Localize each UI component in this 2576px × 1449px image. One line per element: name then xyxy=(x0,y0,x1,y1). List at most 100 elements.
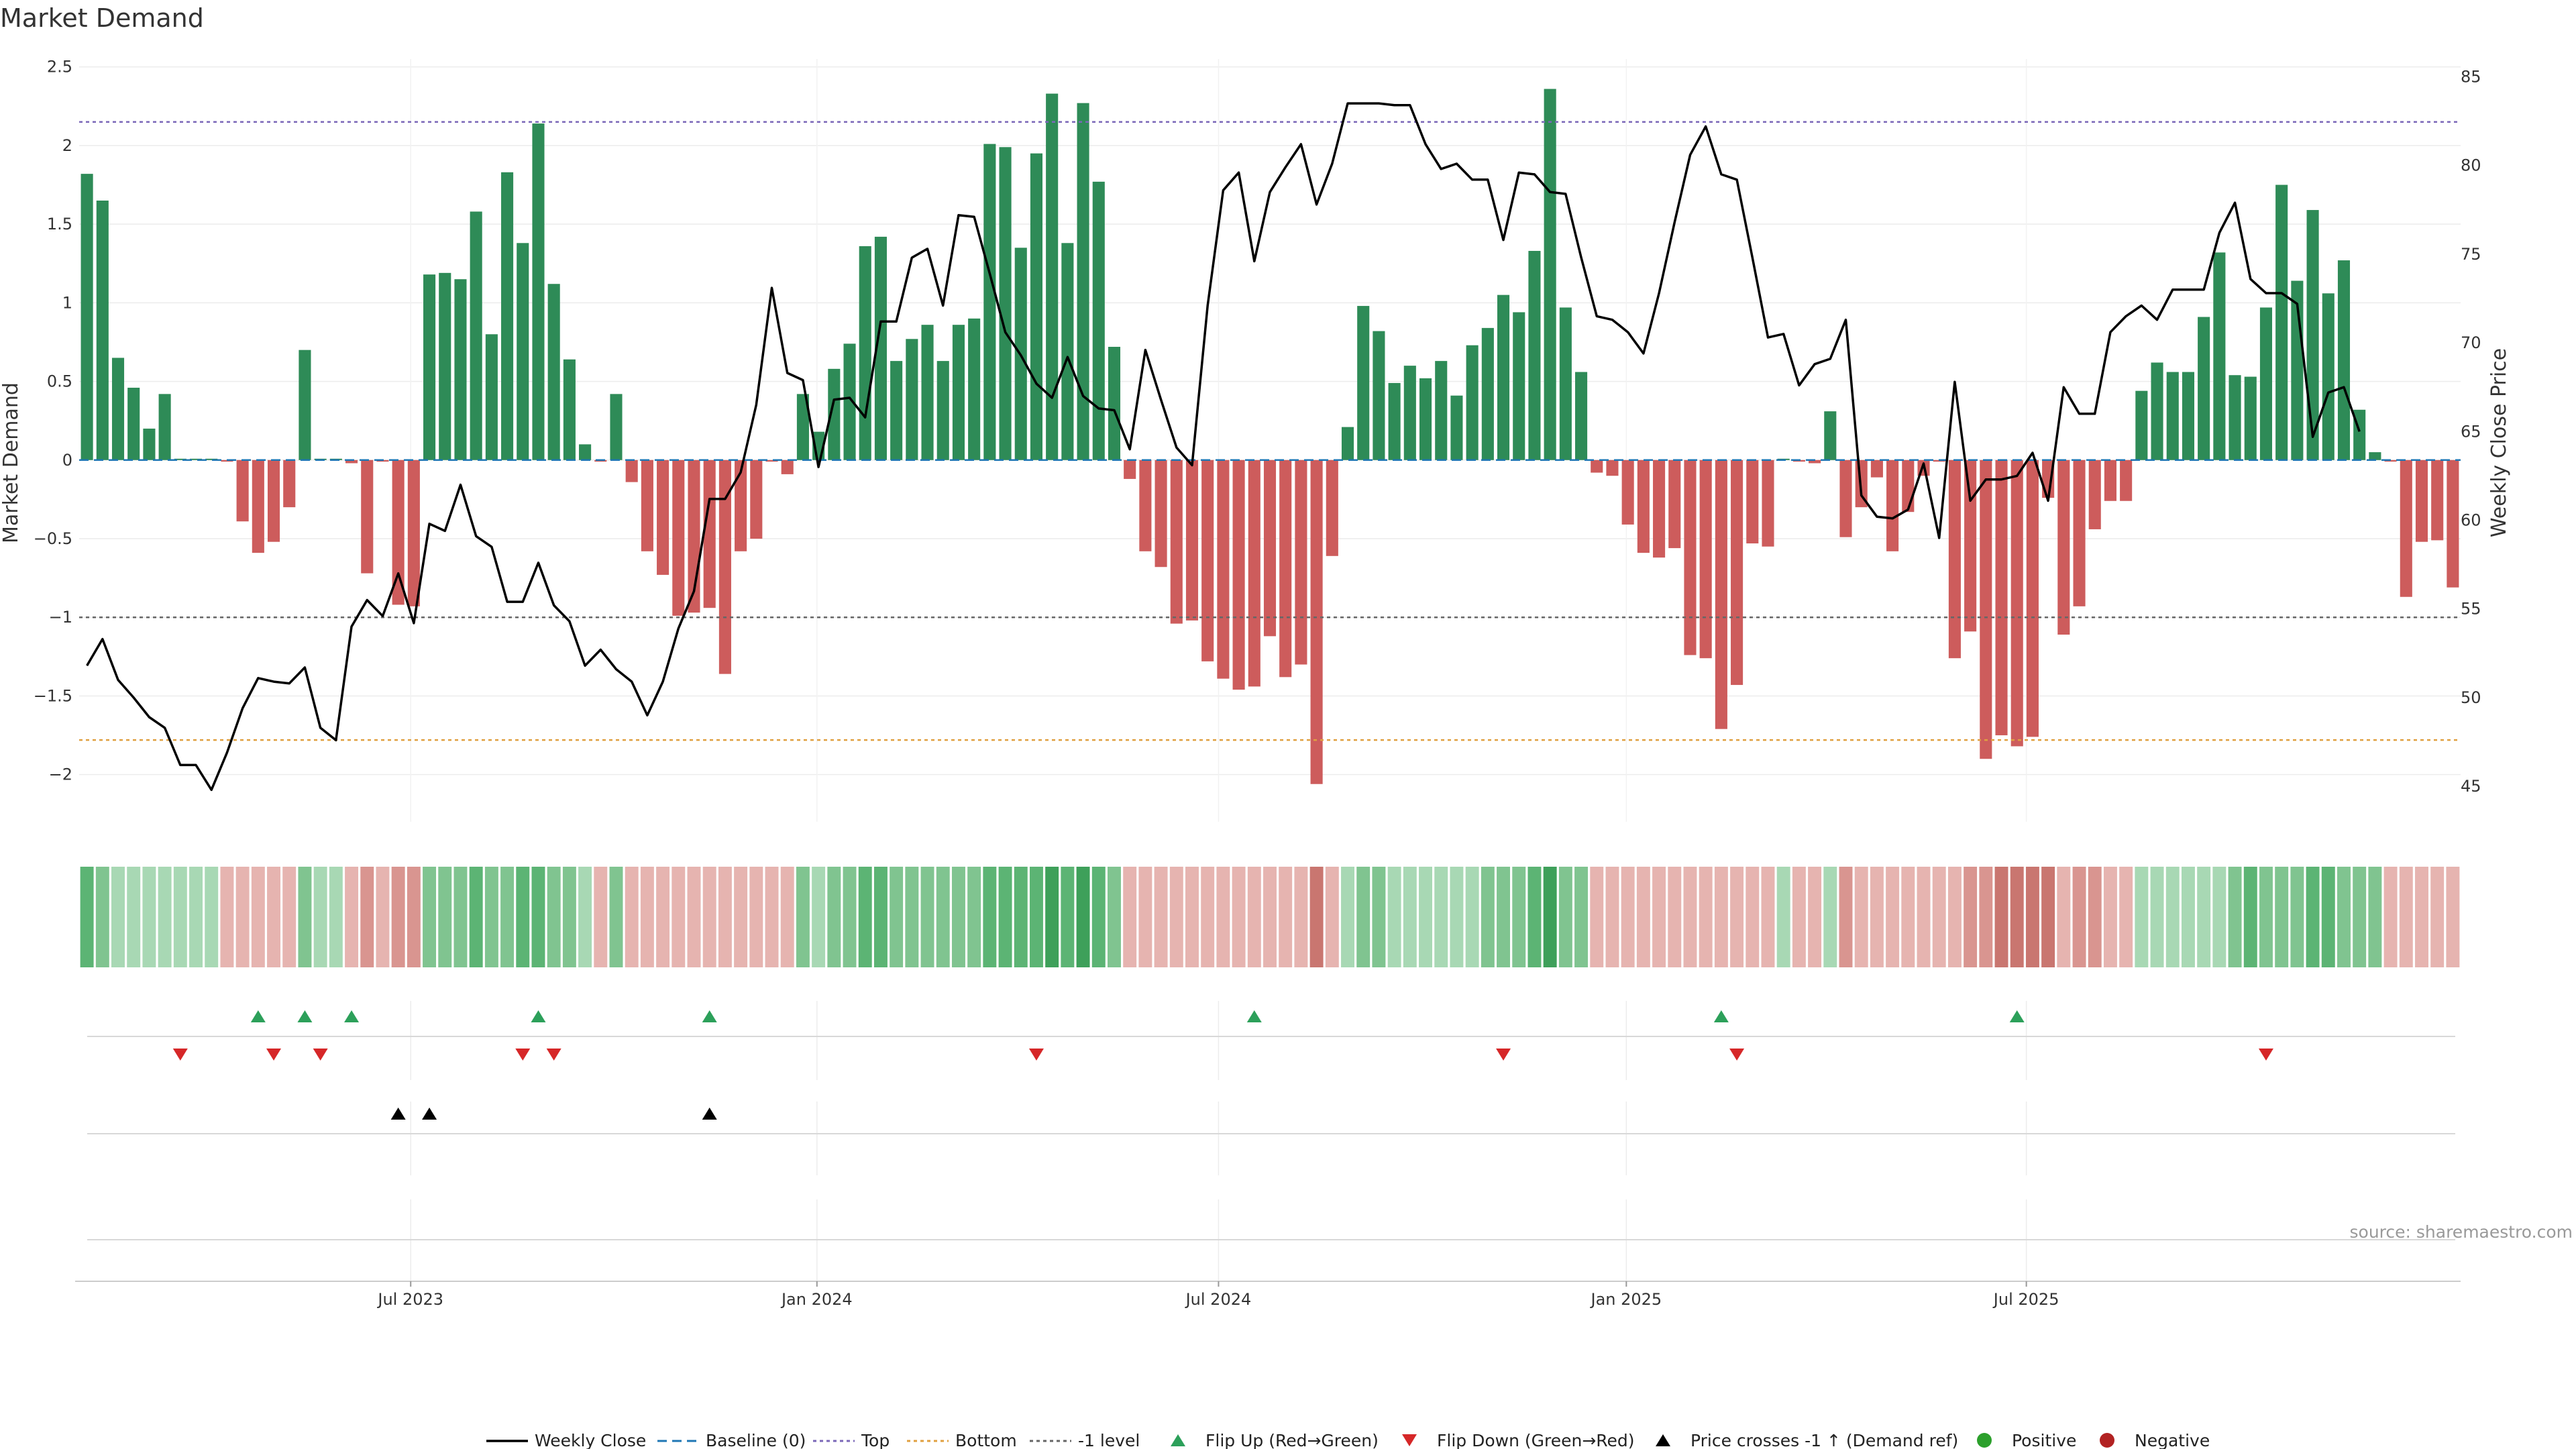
demand-bar xyxy=(1497,294,1510,460)
strip-cell xyxy=(2088,867,2102,967)
demand-bar xyxy=(1746,460,1759,544)
demand-bar xyxy=(143,428,156,460)
demand-bar xyxy=(1575,372,1588,460)
strip-cell xyxy=(1714,867,1728,967)
demand-bar xyxy=(1731,460,1743,686)
strip-cell xyxy=(1808,867,1822,967)
strip-cell xyxy=(1076,867,1090,967)
strip-cell xyxy=(2072,867,2086,967)
strip-cell xyxy=(142,867,156,967)
flip-down-marker xyxy=(546,1049,561,1061)
demand-bar xyxy=(625,460,638,482)
y2-axis-title: Weekly Close Price xyxy=(2487,348,2511,537)
x-tick-label: Jan 2024 xyxy=(780,1290,853,1309)
strip-cell xyxy=(858,867,872,967)
demand-bar xyxy=(2244,376,2257,460)
strip-cell xyxy=(1621,867,1635,967)
demand-bar xyxy=(1450,395,1463,460)
strip-cell xyxy=(1870,867,1884,967)
demand-bar xyxy=(2198,317,2210,460)
strip-cell xyxy=(1527,867,1542,967)
demand-bar xyxy=(936,361,949,460)
demand-bar xyxy=(2104,460,2116,501)
legend-label: -1 level xyxy=(1078,1431,1140,1449)
strip-cell xyxy=(1652,867,1666,967)
legend-label: Baseline (0) xyxy=(706,1431,806,1449)
y-tick-label: −1.5 xyxy=(34,686,72,705)
demand-bar xyxy=(999,147,1012,460)
strip-cell xyxy=(1932,867,1946,967)
strip-cell xyxy=(1465,867,1479,967)
strip-cell xyxy=(376,867,390,967)
y2-tick-label: 85 xyxy=(2461,67,2481,86)
strip-cell xyxy=(80,867,94,967)
strip-cell xyxy=(2275,867,2289,967)
demand-bar xyxy=(796,394,809,460)
legend-label: Price crosses -1 ↑ (Demand ref) xyxy=(1690,1431,1958,1449)
demand-bar xyxy=(189,458,203,460)
demand-bar xyxy=(1824,411,1837,460)
event-panels xyxy=(87,1001,2455,1281)
demand-bar xyxy=(1357,306,1370,460)
demand-bar xyxy=(252,460,264,553)
flip-up-marker xyxy=(531,1010,546,1022)
demand-bar xyxy=(454,279,467,460)
demand-bar xyxy=(2120,460,2133,501)
strip-cell xyxy=(1558,867,1572,967)
demand-bar xyxy=(1295,460,1307,665)
strip-cell xyxy=(780,867,794,967)
strip-cell xyxy=(438,867,452,967)
demand-bar xyxy=(2322,293,2334,460)
demand-bar xyxy=(267,460,280,542)
strip-cell xyxy=(95,867,109,967)
strip-cell xyxy=(1636,867,1650,967)
demand-bar xyxy=(1170,460,1183,624)
demand-bar xyxy=(2166,372,2179,460)
flip-up-marker xyxy=(1713,1010,1729,1022)
strip-cell xyxy=(2383,867,2398,967)
demand-bar xyxy=(1902,460,1915,513)
demand-bar xyxy=(1839,460,1852,537)
demand-bar xyxy=(2135,390,2148,460)
demand-bar xyxy=(2229,375,2241,460)
strip-cell xyxy=(345,867,359,967)
demand-bar xyxy=(361,460,374,574)
y-tick-label: 1 xyxy=(62,293,72,312)
demand-bar xyxy=(968,318,981,460)
demand-bar xyxy=(1809,460,1821,464)
strip-cell xyxy=(1325,867,1339,967)
legend: Weekly Close Baseline (0) Top Bottom -1 leve… xyxy=(486,1431,2210,1449)
demand-bar xyxy=(236,460,249,522)
strip-cell xyxy=(2368,867,2382,967)
strip-cell xyxy=(1279,867,1293,967)
demand-bar xyxy=(1528,251,1541,460)
demand-bar xyxy=(1139,460,1152,551)
demand-bar xyxy=(205,458,218,460)
y-tick-label: 1.5 xyxy=(47,215,72,233)
strip-cell xyxy=(1512,867,1526,967)
strip-cell xyxy=(609,867,623,967)
strip-cell xyxy=(2430,867,2445,967)
demand-bar xyxy=(641,460,653,551)
demand-bar xyxy=(657,460,669,575)
demand-bar xyxy=(983,144,996,460)
demand-bar xyxy=(517,243,529,460)
demand-bar xyxy=(735,460,747,551)
demand-bar xyxy=(718,460,731,674)
strip-cell xyxy=(2415,867,2428,967)
demand-bar xyxy=(1061,243,1074,460)
strip-cell xyxy=(1886,867,1900,967)
strip-cell xyxy=(812,867,826,967)
demand-bar xyxy=(2415,460,2428,542)
demand-bar xyxy=(299,350,311,460)
strip-cell xyxy=(313,867,327,967)
demand-bar xyxy=(828,368,841,460)
strip-cell xyxy=(2290,867,2304,967)
demand-bar xyxy=(127,387,140,460)
demand-bar xyxy=(1326,460,1338,556)
demand-bar xyxy=(1403,366,1416,460)
x-tick-label: Jul 2024 xyxy=(1185,1290,1252,1309)
strip-cell xyxy=(1543,867,1557,967)
demand-bar xyxy=(1559,307,1572,460)
y-tick-label: −0.5 xyxy=(34,529,72,548)
